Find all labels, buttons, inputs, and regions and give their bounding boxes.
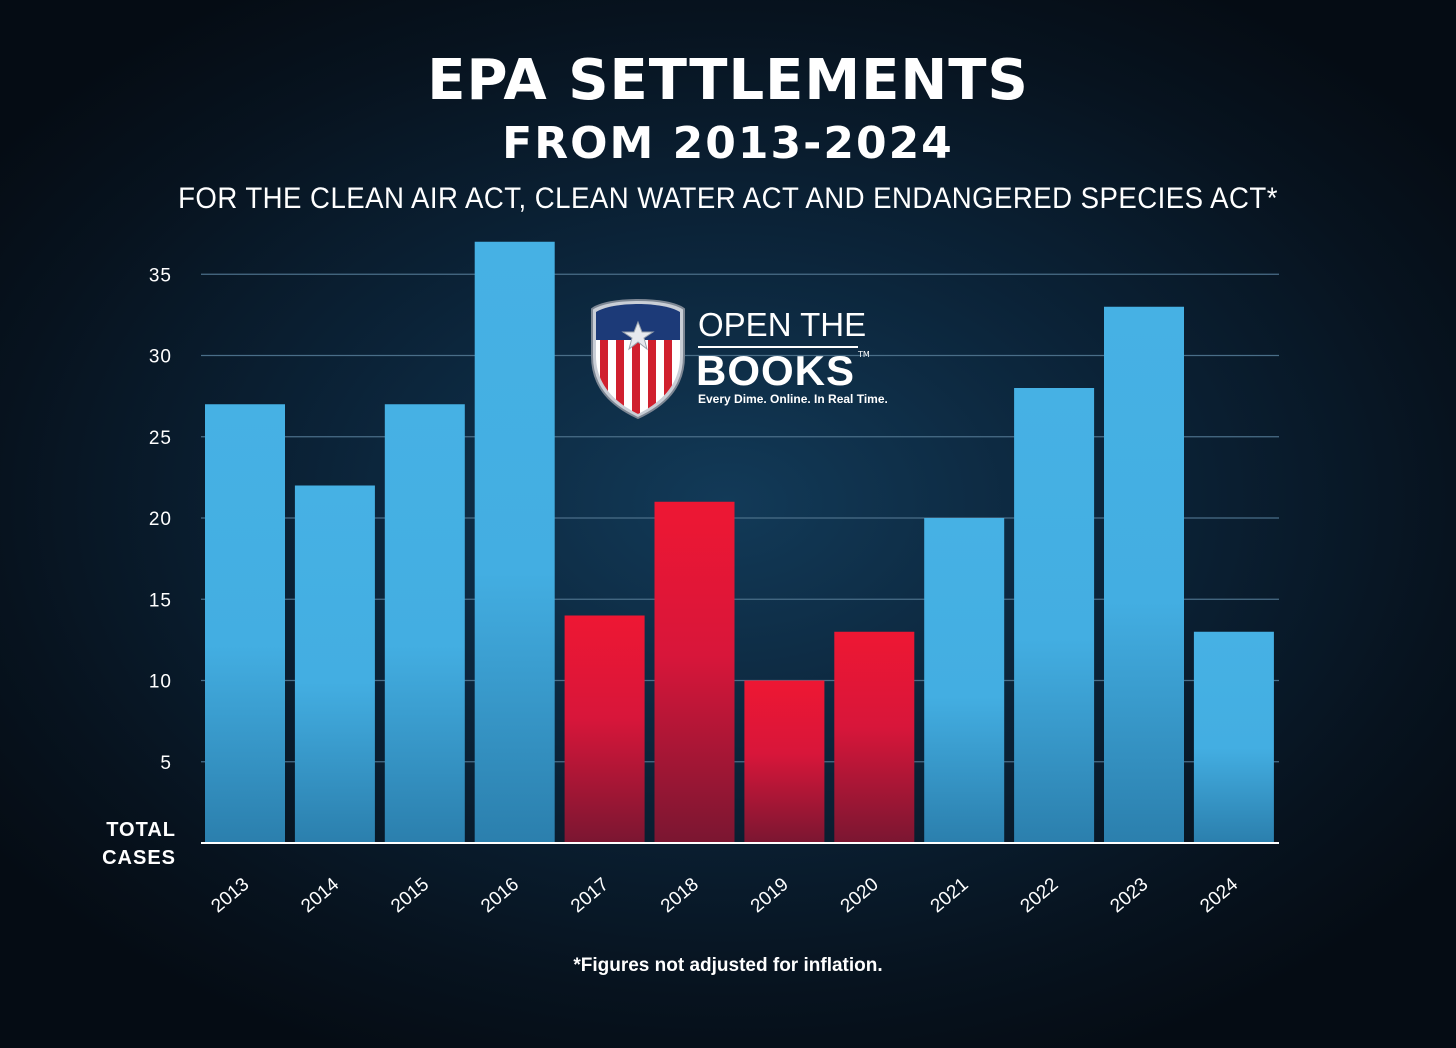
logo-divider: [698, 346, 858, 348]
bar-2017: [564, 615, 645, 843]
bar-2022: [1014, 388, 1095, 843]
bars: [205, 241, 1274, 843]
logo-line2: BOOKS: [696, 347, 856, 394]
x-tick-label: 2015: [387, 874, 433, 917]
y-tick-label: 25: [149, 428, 172, 449]
chart-subtitle: FOR THE CLEAN AIR ACT, CLEAN WATER ACT A…: [178, 182, 1278, 215]
y-tick-label: 5: [160, 753, 172, 774]
chart-title-years: FROM 2013-2024: [502, 118, 954, 169]
bar-2024: [1193, 631, 1274, 843]
x-tick-label: 2018: [657, 874, 703, 917]
bar-2023: [1104, 306, 1184, 843]
chart-title: EPA SETTLEMENTS: [427, 48, 1029, 113]
x-tick-label: 2022: [1017, 874, 1063, 917]
bar-2014: [294, 485, 375, 843]
bar-2018: [654, 501, 735, 843]
y-tick-label: 10: [149, 672, 172, 693]
x-tick-label: 2020: [837, 874, 883, 917]
bar-2020: [834, 631, 915, 843]
bar-2021: [924, 518, 1005, 843]
footnote: *Figures not adjusted for inflation.: [573, 955, 883, 976]
logo-trademark: TM: [858, 350, 870, 359]
bar-2016: [474, 241, 555, 843]
gridlines: [201, 273, 1279, 763]
bar-2013: [205, 404, 285, 843]
x-tick-label: 2016: [477, 874, 523, 917]
shield-icon: [591, 298, 685, 420]
logo-tagline: Every Dime. Online. In Real Time.: [698, 392, 888, 406]
x-tick-label: 2013: [207, 874, 253, 917]
x-tick-label: 2014: [297, 874, 343, 918]
bar-2015: [384, 404, 465, 843]
x-tick-label: 2024: [1196, 874, 1242, 918]
x-tick-label: 2021: [927, 874, 973, 917]
y-tick-label: 15: [149, 590, 172, 611]
x-tick-label: 2023: [1106, 874, 1152, 917]
x-tick-label: 2017: [567, 874, 613, 917]
logo-line1: OPEN THE: [698, 306, 867, 343]
y-tick-label: 20: [149, 509, 172, 530]
open-the-books-logo: OPEN THE BOOKS TM Every Dime. Online. In…: [590, 298, 890, 423]
bar-2019: [744, 680, 825, 843]
x-tick-label: 2019: [747, 874, 793, 917]
y-tick-label: 35: [149, 265, 172, 286]
y-axis-label: TOTAL CASES: [102, 819, 176, 869]
y-tick-label: 30: [149, 347, 172, 368]
